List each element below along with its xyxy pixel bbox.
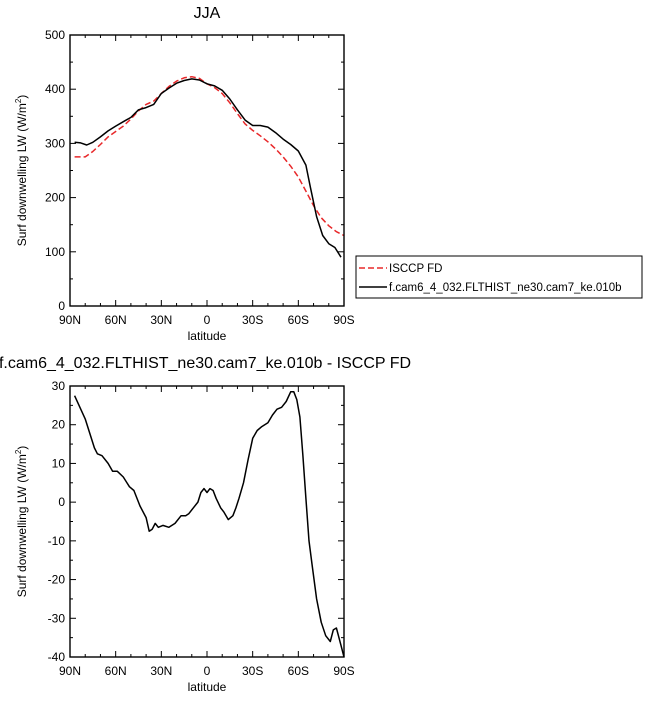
series-line-1 xyxy=(73,391,345,658)
legend-box xyxy=(355,255,643,299)
x-tick-label: 90N xyxy=(59,664,81,678)
y-tick-label: 100 xyxy=(45,245,65,259)
y-axis-label-superscript: 2 xyxy=(14,98,23,103)
y-tick-label: 200 xyxy=(45,191,65,205)
y-axis-label-main: Surf downwelling LW (W/m xyxy=(15,454,29,597)
chart-panel-1: JJA 0 100 200 300 400 500 90N 60N 30N 0 30S 60S 90S la… xyxy=(14,5,643,343)
x-axis-label: latitude xyxy=(188,680,227,694)
x-axis-label: latitude xyxy=(188,329,227,343)
x-tick-label: 30N xyxy=(150,664,172,678)
legend-label-1: ISCCP FD xyxy=(389,263,442,275)
legend-label-2: f.cam6_4_032.FLTHIST_ne30.cam7_ke.010b xyxy=(389,282,621,294)
y-tick-label: 400 xyxy=(45,82,65,96)
series-line-2 xyxy=(74,78,342,258)
y-tick-label: 0 xyxy=(58,299,65,313)
x-tick-label: 30S xyxy=(242,313,263,327)
x-tick-label: 30N xyxy=(150,313,172,327)
x-tick-label: 90N xyxy=(59,313,81,327)
y-axis-label: Surf downwelling LW (W/m2) xyxy=(14,95,29,247)
y-tick-label: 30 xyxy=(52,379,66,393)
y-tick-label: -20 xyxy=(48,573,66,587)
x-tick-label: 30S xyxy=(242,664,263,678)
y-tick-label: -40 xyxy=(48,650,66,664)
legend: ISCCP FD f.cam6_4_032.FLTHIST_ne30.cam7_k… xyxy=(355,255,643,299)
chart-panel-2: f.cam6_4_032.FLTHIST_ne30.cam7_ke.010b -… xyxy=(0,355,411,694)
y-axis-label-main: Surf downwelling LW (W/m xyxy=(15,103,29,246)
y-tick-label: 500 xyxy=(45,28,65,42)
x-tick-label: 60N xyxy=(105,313,127,327)
y-tick-label: 0 xyxy=(58,495,65,509)
y-tick-label: 20 xyxy=(52,418,66,432)
series-line-1 xyxy=(74,75,345,237)
x-tick-label: 60N xyxy=(105,664,127,678)
x-tick-label: 60S xyxy=(288,313,309,327)
chart-title: JJA xyxy=(194,5,221,22)
x-tick-label: 90S xyxy=(333,313,354,327)
y-axis-label: Surf downwelling LW (W/m2) xyxy=(14,446,29,598)
y-tick-label: 10 xyxy=(52,456,66,470)
y-tick-label: 300 xyxy=(45,136,65,150)
y-axis-label-tail: ) xyxy=(15,95,29,99)
y-tick-label: -10 xyxy=(48,534,66,548)
x-tick-label: 60S xyxy=(288,664,309,678)
x-tick-label: 0 xyxy=(204,313,211,327)
y-tick-label: -30 xyxy=(48,611,66,625)
y-axis-label-tail: ) xyxy=(15,446,29,450)
x-tick-label: 0 xyxy=(204,664,211,678)
y-axis-label-superscript: 2 xyxy=(14,449,23,454)
x-tick-label: 90S xyxy=(333,664,354,678)
chart-title: f.cam6_4_032.FLTHIST_ne30.cam7_ke.010b -… xyxy=(0,355,411,372)
